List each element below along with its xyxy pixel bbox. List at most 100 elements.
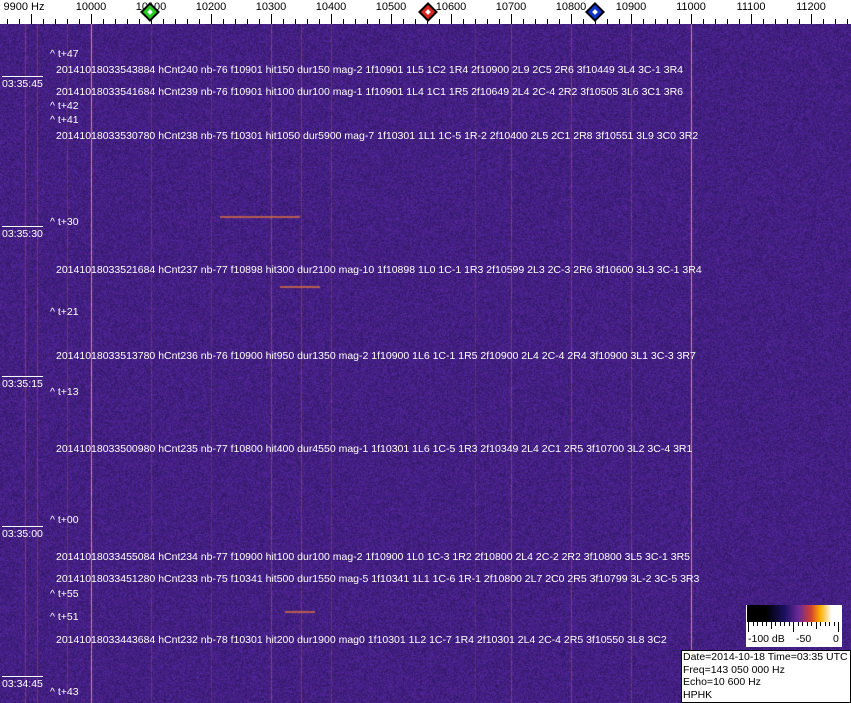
info-box: Date=2014-10-18 Time=03:35 UTC Freq=143 …: [681, 650, 851, 703]
hit-log-line: 20141018033455084 hCnt234 nb-77 f10900 h…: [56, 551, 690, 563]
axis-tick: [703, 19, 704, 24]
axis-tick: [259, 19, 260, 24]
axis-tick: [499, 19, 500, 24]
axis-label: 10300: [255, 1, 287, 13]
hit-log-line: 20141018033451280 hCnt233 nb-75 f10341 h…: [56, 573, 700, 585]
axis-tick: [31, 14, 32, 24]
colorbar-tick: [770, 622, 772, 629]
axis-tick: [799, 19, 800, 24]
axis-tick: [235, 19, 236, 24]
axis-tick: [451, 14, 452, 24]
axis-tick: [115, 19, 116, 24]
axis-tick: [487, 19, 488, 24]
colorbar-tick: [784, 622, 785, 626]
relative-time-label: ^ t+51: [50, 611, 79, 623]
axis-tick: [247, 19, 248, 24]
colorbar-tick: [761, 622, 763, 626]
axis-tick: [691, 14, 692, 24]
axis-tick: [55, 19, 56, 24]
relative-time-label: ^ t+00: [50, 514, 79, 526]
time-label: 03:35:45: [2, 76, 43, 90]
axis-tick: [583, 19, 584, 24]
hit-log-line: 20141018033521684 hCnt237 nb-77 f10898 h…: [56, 264, 702, 276]
colorbar-tick: [824, 622, 826, 626]
axis-tick: [823, 19, 824, 24]
axis-tick: [847, 19, 848, 24]
axis-tick: [19, 19, 20, 24]
axis-tick: [187, 19, 188, 24]
relative-time-label: ^ t+41: [50, 114, 79, 126]
axis-tick: [643, 19, 644, 24]
colorbar-tick: [838, 622, 839, 632]
colorbar-legend: -100 dB -50 0: [746, 605, 842, 647]
info-echo: Echo=10 600 Hz: [683, 676, 761, 688]
colorbar-tick: [811, 622, 812, 626]
axis-label: 11200: [796, 1, 826, 13]
hit-log-line: 20141018033541684 hCnt239 nb-76 f10901 h…: [56, 86, 684, 98]
axis-tick: [787, 19, 788, 24]
frequency-axis[interactable]: 9900 Hz 10000101001020010300104001050010…: [0, 0, 851, 24]
colorbar-tick: [820, 622, 821, 626]
axis-tick: [367, 19, 368, 24]
axis-tick: [571, 14, 572, 24]
relative-time-label: ^ t+43: [50, 686, 79, 698]
axis-tick: [283, 19, 284, 24]
axis-tick: [199, 19, 200, 24]
axis-tick: [463, 19, 464, 24]
axis-tick: [415, 19, 416, 24]
info-station: HPHK: [683, 688, 713, 701]
colorbar-label-max: 0: [833, 633, 839, 645]
axis-tick: [739, 19, 740, 24]
axis-tick: [343, 19, 344, 24]
axis-tick: [655, 19, 656, 24]
info-date-time: Date=2014-10-18 Time=03:35 UTC: [683, 651, 848, 663]
waterfall-spectrogram[interactable]: [0, 24, 851, 703]
colorbar-tick: [766, 622, 767, 626]
hit-log-line: 20141018033443684 hCnt232 nb-78 f10301 h…: [56, 634, 667, 646]
axis-tick: [331, 14, 332, 24]
axis-tick: [667, 19, 668, 24]
axis-tick: [475, 19, 476, 24]
colorbar-tick: [779, 622, 781, 626]
axis-tick: [511, 14, 512, 24]
axis-tick: [523, 19, 524, 24]
colorbar-gradient: [747, 605, 841, 622]
axis-label: 10800: [555, 1, 587, 13]
relative-time-label: ^ t+55: [50, 588, 79, 600]
axis-tick: [379, 19, 380, 24]
colorbar-tick: [806, 622, 808, 626]
colorbar-tick: [748, 622, 749, 632]
axis-tick: [211, 14, 212, 24]
colorbar-tick: [829, 622, 830, 626]
axis-tick: [295, 19, 296, 24]
axis-tick: [559, 19, 560, 24]
colorbar-tick: [757, 622, 758, 626]
axis-label: 11100: [736, 1, 766, 13]
axis-label: 10400: [315, 1, 347, 13]
axis-tick: [775, 19, 776, 24]
axis-label: 10600: [435, 1, 467, 13]
axis-tick: [175, 19, 176, 24]
blue-marker[interactable]: [585, 2, 605, 22]
colorbar-label-min: -100 dB: [748, 633, 785, 645]
axis-tick: [679, 19, 680, 24]
axis-tick: [103, 19, 104, 24]
axis-tick: [79, 19, 80, 24]
axis-tick: [307, 19, 308, 24]
relative-time-label: ^ t+42: [50, 100, 79, 112]
colorbar-tick: [775, 622, 776, 626]
axis-tick: [391, 14, 392, 24]
hit-log-line: 20141018033513780 hCnt236 nb-76 f10900 h…: [56, 350, 696, 362]
relative-time-label: ^ t+30: [50, 216, 79, 228]
colorbar-tick: [752, 622, 754, 626]
axis-tick: [319, 19, 320, 24]
axis-tick: [91, 14, 92, 24]
axis-tick: [811, 14, 812, 24]
axis-tick: [271, 14, 272, 24]
hit-log-line: 20141018033500980 hCnt235 nb-77 f10800 h…: [56, 443, 693, 455]
time-label: 03:35:30: [2, 226, 43, 240]
axis-tick: [727, 19, 728, 24]
colorbar-tick: [797, 622, 799, 626]
relative-time-label: ^ t+47: [50, 48, 79, 60]
axis-tick: [751, 14, 752, 24]
